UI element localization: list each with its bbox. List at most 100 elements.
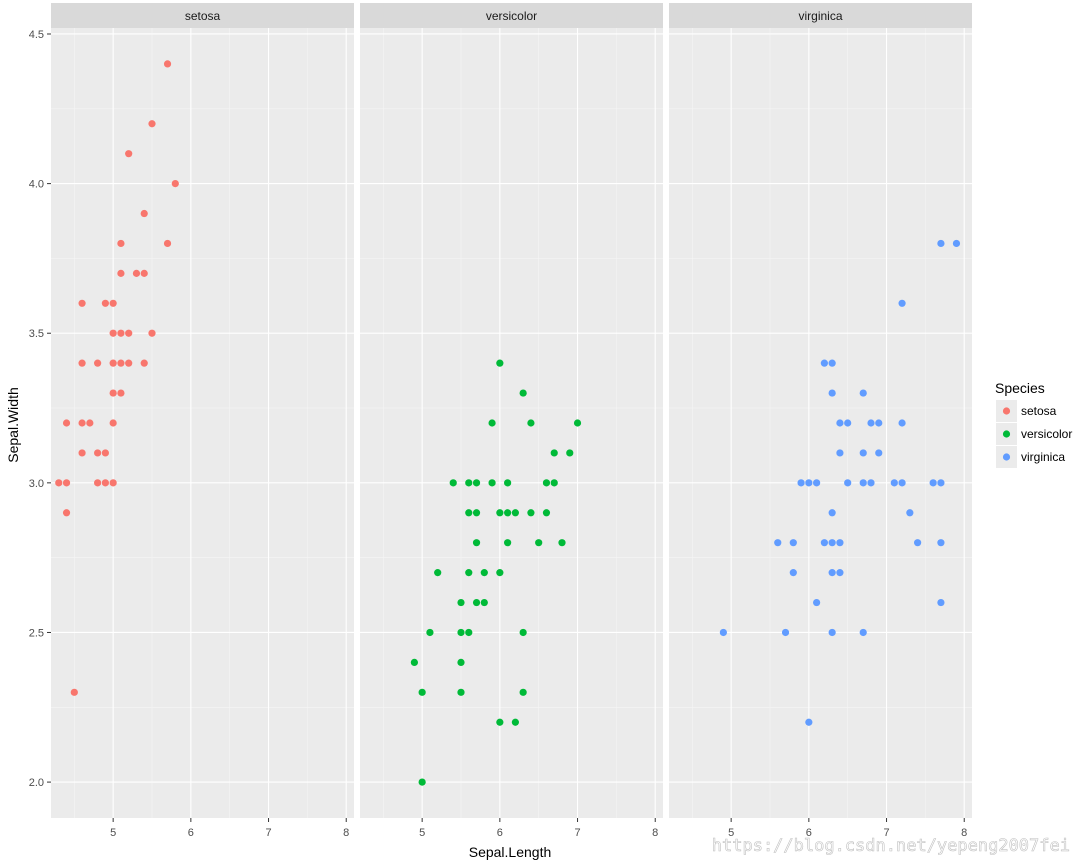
data-point-versicolor bbox=[457, 598, 465, 607]
x-tick-label: 8 bbox=[343, 827, 349, 839]
data-point-versicolor bbox=[472, 479, 481, 487]
data-point-virginica bbox=[859, 479, 867, 487]
data-point-virginica bbox=[844, 479, 852, 487]
data-point-setosa bbox=[132, 269, 141, 277]
panel-background bbox=[360, 28, 663, 818]
data-point-versicolor bbox=[410, 658, 418, 666]
data-point-virginica bbox=[828, 569, 836, 577]
data-point-setosa bbox=[117, 389, 125, 397]
data-point-setosa bbox=[163, 60, 172, 68]
data-point-virginica bbox=[952, 239, 961, 248]
x-tick-label: 7 bbox=[883, 827, 889, 839]
y-tick-label: 4.0 bbox=[29, 179, 44, 191]
data-point-virginica bbox=[805, 718, 813, 726]
legend-key-point bbox=[1002, 407, 1011, 415]
panel-background bbox=[51, 28, 354, 818]
data-point-versicolor bbox=[426, 628, 434, 637]
legend-label: virginica bbox=[1021, 450, 1065, 464]
data-point-versicolor bbox=[504, 539, 512, 547]
data-point-setosa bbox=[101, 299, 109, 307]
data-point-setosa bbox=[109, 419, 117, 427]
data-point-setosa bbox=[125, 359, 133, 367]
data-point-setosa bbox=[78, 449, 86, 457]
y-axis: 2.0 2.5 3.0 3.5 4.0 4.5 bbox=[29, 29, 51, 789]
data-point-setosa bbox=[78, 419, 86, 427]
data-point-virginica bbox=[867, 419, 875, 427]
data-point-setosa bbox=[109, 329, 117, 337]
data-point-setosa bbox=[109, 299, 117, 307]
data-point-versicolor bbox=[418, 778, 426, 786]
x-tick-label: 7 bbox=[265, 827, 271, 839]
data-point-setosa bbox=[117, 329, 125, 337]
legend-entry-setosa: setosa bbox=[996, 400, 1057, 422]
legend-label: versicolor bbox=[1021, 427, 1072, 441]
data-point-setosa bbox=[125, 329, 133, 337]
data-point-versicolor bbox=[465, 569, 473, 577]
data-point-versicolor bbox=[519, 389, 527, 397]
data-point-setosa bbox=[125, 150, 133, 158]
facet-panel-versicolor: versicolor bbox=[360, 3, 663, 818]
legend-key-point bbox=[1002, 430, 1011, 438]
data-point-virginica bbox=[789, 569, 797, 577]
data-point-versicolor bbox=[472, 509, 481, 517]
data-point-virginica bbox=[820, 359, 828, 367]
data-point-setosa bbox=[94, 479, 102, 487]
data-point-versicolor bbox=[488, 419, 496, 427]
data-point-virginica bbox=[914, 539, 922, 547]
y-tick-label: 3.0 bbox=[29, 478, 44, 490]
data-point-virginica bbox=[836, 449, 844, 457]
data-point-setosa bbox=[117, 239, 125, 248]
data-point-versicolor bbox=[457, 688, 465, 696]
data-point-virginica bbox=[813, 479, 821, 487]
x-axis: 5 6 7 8 5 6 7 8 5 6 7 8 bbox=[110, 818, 967, 839]
data-point-setosa bbox=[62, 509, 71, 517]
watermark-text: https://blog.csdn.net/yepeng2007fei bbox=[712, 836, 1070, 856]
data-point-setosa bbox=[109, 359, 117, 367]
panel-background bbox=[669, 28, 972, 818]
data-point-versicolor bbox=[527, 509, 535, 517]
facet-strip bbox=[360, 3, 663, 28]
data-point-virginica bbox=[797, 479, 805, 487]
data-point-versicolor bbox=[573, 419, 582, 427]
data-point-virginica bbox=[937, 239, 945, 248]
facet-strip-label: virginica bbox=[798, 9, 842, 23]
facet-strip-label: setosa bbox=[185, 9, 221, 23]
legend-title: Species bbox=[995, 380, 1045, 396]
data-point-virginica bbox=[774, 539, 782, 547]
data-point-setosa bbox=[163, 239, 172, 248]
x-tick-label: 6 bbox=[188, 827, 194, 839]
data-point-virginica bbox=[937, 598, 945, 607]
data-point-setosa bbox=[148, 120, 156, 128]
x-tick-label: 5 bbox=[110, 827, 116, 839]
data-point-virginica bbox=[859, 389, 867, 397]
data-point-setosa bbox=[117, 359, 125, 367]
data-point-versicolor bbox=[519, 628, 527, 637]
data-point-versicolor bbox=[480, 569, 488, 577]
y-tick-label: 4.5 bbox=[29, 29, 44, 41]
data-point-virginica bbox=[937, 539, 945, 547]
facet-panels: setosa versicolor virginica bbox=[51, 3, 972, 818]
data-point-setosa bbox=[78, 359, 86, 367]
data-point-versicolor bbox=[496, 569, 504, 577]
data-point-versicolor bbox=[558, 539, 566, 547]
x-tick-label: 6 bbox=[806, 827, 812, 839]
data-point-setosa bbox=[55, 479, 63, 487]
data-point-setosa bbox=[94, 449, 102, 457]
data-point-virginica bbox=[937, 479, 945, 487]
data-point-virginica bbox=[867, 479, 875, 487]
data-point-virginica bbox=[875, 449, 883, 457]
data-point-versicolor bbox=[488, 479, 496, 487]
data-point-virginica bbox=[781, 628, 790, 637]
legend-label: setosa bbox=[1021, 404, 1057, 418]
facet-panel-virginica: virginica bbox=[669, 3, 972, 818]
data-point-virginica bbox=[805, 479, 813, 487]
data-point-versicolor bbox=[465, 479, 473, 487]
data-point-versicolor bbox=[496, 359, 504, 367]
data-point-virginica bbox=[906, 509, 914, 517]
data-point-virginica bbox=[820, 539, 828, 547]
x-tick-label: 5 bbox=[419, 827, 425, 839]
data-point-virginica bbox=[890, 479, 898, 487]
data-point-setosa bbox=[140, 209, 148, 218]
